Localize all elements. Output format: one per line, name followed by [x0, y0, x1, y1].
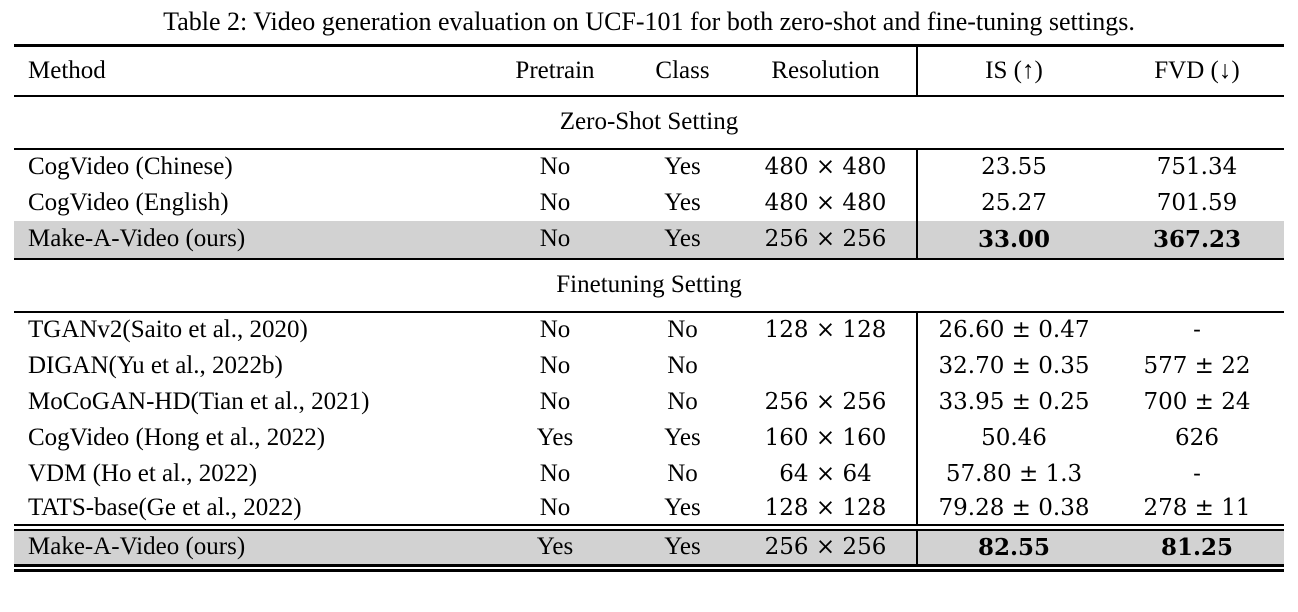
table-row: DIGAN(Yu et al., 2022b) No No 32.70 ± 0.… [14, 347, 1284, 384]
col-header-is: IS (↑) [916, 45, 1110, 96]
cell-is: 50.46 [916, 419, 1110, 456]
cell-resolution: 480 × 480 [764, 154, 887, 180]
cell-pretrain: No [539, 188, 571, 216]
section-label: Zero-Shot Setting [559, 108, 739, 135]
cell-class: No [667, 351, 698, 379]
cell-pretrain: No [539, 316, 571, 343]
cell-is: 79.28 ± 0.38 [916, 491, 1110, 528]
cell-pretrain: No [539, 493, 571, 521]
col-header-method: Method [28, 56, 106, 84]
cell-resolution: 128 × 128 [764, 494, 887, 521]
cell-class: Yes [664, 188, 701, 216]
cell-pretrain: No [539, 225, 571, 252]
cell-fvd: 81.25 [1160, 533, 1234, 561]
table-row: TGANv2(Saito et al., 2020) No No 128 × 1… [14, 311, 1284, 348]
cell-pretrain: No [539, 153, 571, 180]
cell-resolution: 128 × 128 [764, 317, 887, 343]
table-caption: Table 2: Video generation evaluation on … [163, 7, 1135, 36]
col-header-pretrain: Pretrain [515, 56, 595, 84]
cell-resolution: 256 × 256 [764, 226, 887, 252]
cell-fvd: 278 ± 11 [1143, 494, 1251, 521]
cell-pretrain: No [539, 387, 571, 415]
cell-method: TATS-base(Ge et al., 2022) [28, 493, 302, 521]
cell-fvd: - [1193, 460, 1201, 487]
cell-fvd: 577 ± 22 [1143, 352, 1251, 379]
cell-resolution: 256 × 256 [764, 388, 887, 415]
col-header-fvd: FVD (↓) [1154, 56, 1240, 84]
cell-resolution: 256 × 256 [764, 534, 887, 561]
cell-class: Yes [664, 533, 701, 561]
table-row: VDM (Ho et al., 2022) No No 64 × 64 57.8… [14, 455, 1284, 492]
cell-is: 82.55 [916, 527, 1110, 568]
section-row-zero-shot: Zero-Shot Setting [14, 96, 1284, 149]
cell-class: No [667, 459, 698, 487]
cell-resolution: 160 × 160 [764, 424, 887, 451]
cell-class: No [667, 316, 698, 343]
section-row-finetuning: Finetuning Setting [14, 258, 1284, 312]
cell-is: 33.00 [916, 220, 1110, 259]
cell-method: CogVideo (Hong et al., 2022) [28, 423, 326, 451]
cell-is: 32.70 ± 0.35 [916, 347, 1110, 384]
cell-pretrain: No [539, 459, 571, 487]
cell-resolution: 64 × 64 [779, 460, 872, 487]
table-row: CogVideo (English) No Yes 480 × 480 25.2… [14, 184, 1284, 221]
table-row-ours-finetuned: Make-A-Video (ours) Yes Yes 256 × 256 82… [14, 527, 1284, 568]
cell-pretrain: Yes [536, 423, 574, 451]
cell-class: Yes [664, 423, 701, 451]
cell-pretrain: Yes [536, 533, 574, 561]
cell-resolution: 480 × 480 [764, 189, 887, 216]
cell-method: Make-A-Video (ours) [28, 533, 246, 561]
cell-method: VDM (Ho et al., 2022) [28, 459, 258, 487]
cell-is: 26.60 ± 0.47 [916, 311, 1110, 348]
cell-method: TGANv2(Saito et al., 2020) [28, 316, 308, 343]
cell-method: DIGAN(Yu et al., 2022b) [28, 351, 283, 379]
cell-class: Yes [664, 153, 701, 180]
table-row: CogVideo (Hong et al., 2022) Yes Yes 160… [14, 419, 1284, 456]
cell-is: 25.27 [916, 184, 1110, 221]
table-row: CogVideo (Chinese) No Yes 480 × 480 23.5… [14, 148, 1284, 185]
cell-fvd: 626 [1175, 424, 1219, 451]
cell-fvd: 751.34 [1156, 154, 1238, 180]
evaluation-table: Method Pretrain Class Resolution IS (↑) … [14, 44, 1284, 572]
col-header-class: Class [655, 56, 710, 84]
col-header-resolution: Resolution [771, 56, 880, 84]
cell-fvd: 367.23 [1152, 225, 1242, 253]
cell-method: MoCoGAN-HD(Tian et al., 2021) [28, 387, 370, 415]
header-row: Method Pretrain Class Resolution IS (↑) … [14, 45, 1284, 96]
cell-fvd: - [1193, 317, 1201, 343]
cell-class: Yes [664, 493, 701, 521]
table-row: MoCoGAN-HD(Tian et al., 2021) No No 256 … [14, 383, 1284, 420]
cell-method: CogVideo (Chinese) [28, 153, 233, 180]
cell-class: No [667, 387, 698, 415]
cell-pretrain: No [539, 351, 571, 379]
cell-method: CogVideo (English) [28, 188, 229, 216]
cell-is: 33.95 ± 0.25 [916, 383, 1110, 420]
cell-fvd: 700 ± 24 [1143, 388, 1251, 415]
cell-class: Yes [664, 225, 701, 252]
table-row-ours-zero-shot: Make-A-Video (ours) No Yes 256 × 256 33.… [14, 220, 1284, 259]
cell-fvd: 701.59 [1156, 189, 1238, 216]
cell-is: 23.55 [916, 148, 1110, 185]
section-label: Finetuning Setting [556, 271, 742, 298]
table-row: TATS-base(Ge et al., 2022) No Yes 128 × … [14, 491, 1284, 528]
cell-resolution [735, 348, 917, 384]
cell-is: 57.80 ± 1.3 [916, 455, 1110, 492]
cell-method: Make-A-Video (ours) [28, 225, 246, 252]
